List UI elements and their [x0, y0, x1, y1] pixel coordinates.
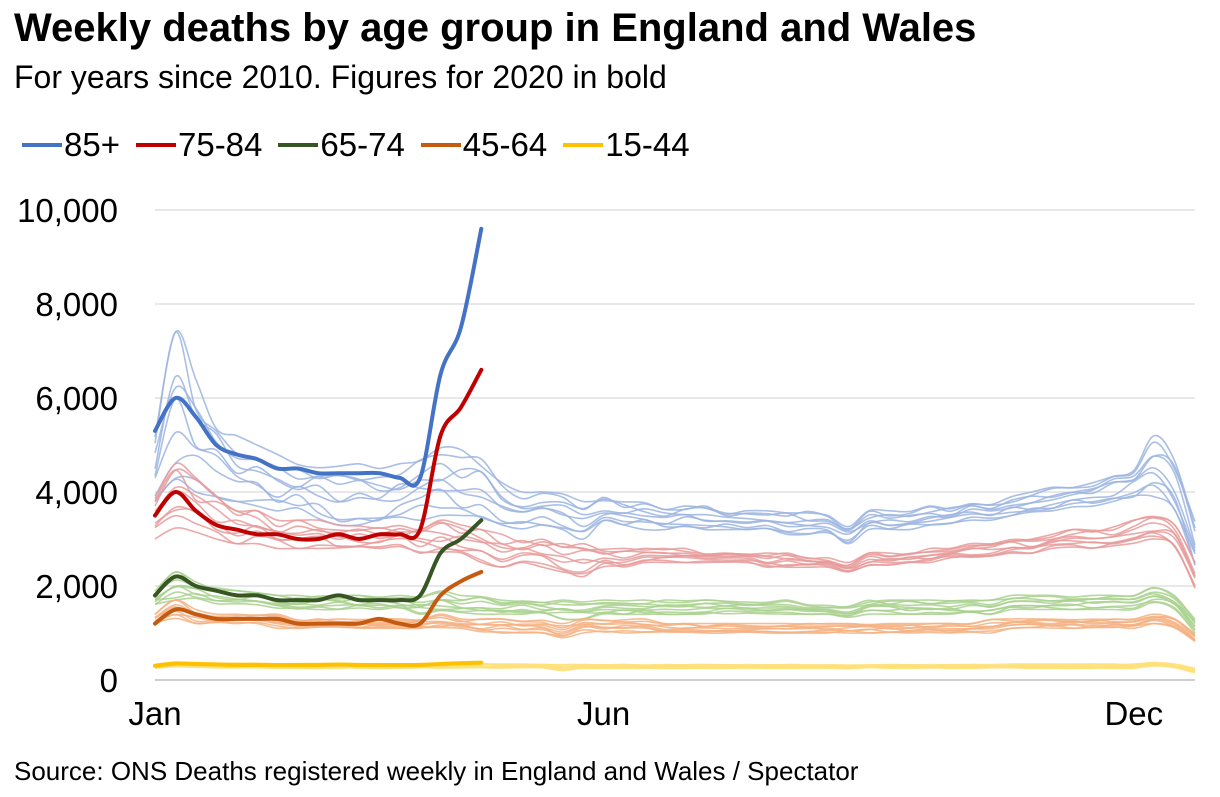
axes: Jan Jun Dec: [128, 679, 1195, 732]
legend-swatch: [278, 142, 319, 147]
y-tick-label: 8,000: [35, 286, 118, 323]
legend-label: 15-44: [605, 126, 690, 163]
historic-line-75-84: [154, 527, 1196, 589]
x-tick-label: Jun: [577, 695, 630, 732]
legend-item: 15-44: [563, 126, 690, 163]
y-tick-label: 6,000: [35, 380, 118, 417]
gridlines: 0 2,000 4,000 6,000 8,000 10,000: [17, 192, 1195, 699]
y-tick-label: 2,000: [35, 568, 118, 605]
series-2020-lines: [153, 226, 484, 668]
line-2020-15-44: [153, 660, 484, 668]
historic-line-65-74: [154, 592, 1196, 631]
historic-line-85+: [154, 454, 1196, 555]
historic-line-85+: [154, 398, 1196, 549]
line-2020-75-84: [153, 367, 484, 542]
historic-line-75-84: [154, 462, 1196, 564]
legend-swatch: [563, 142, 604, 147]
historic-line-85+: [154, 385, 1196, 532]
chart-subtitle: For years since 2010. Figures for 2020 i…: [14, 59, 667, 95]
legend-label: 65-74: [320, 126, 405, 163]
line-2020-65-74: [153, 518, 484, 603]
legend-item: 85+: [22, 128, 120, 161]
historic-line-65-74: [154, 585, 1196, 628]
historic-line-85+: [154, 329, 1196, 529]
legend-swatch: [420, 142, 461, 147]
legend-label: 45-64: [462, 126, 548, 163]
line-2020-45-64: [153, 569, 484, 628]
historic-series-lines: [154, 329, 1196, 674]
source-note: Source: ONS Deaths registered weekly in …: [14, 756, 859, 786]
line-2020-85+: [153, 226, 484, 488]
x-tick-label: Jan: [128, 695, 181, 732]
y-tick-label: 10,000: [17, 192, 118, 229]
legend-label: 75-84: [177, 126, 263, 163]
historic-line-45-64: [154, 599, 1196, 635]
y-tick-label: 4,000: [35, 474, 118, 511]
y-tick-label: 0: [100, 662, 118, 699]
legend-item: 45-64: [420, 126, 548, 163]
legend-label: 85+: [64, 126, 120, 163]
legend-swatch: [22, 142, 62, 147]
legend-item: 65-74: [278, 126, 405, 163]
chart-title: Weekly deaths by age group in England an…: [14, 6, 977, 50]
legend-swatch: [135, 142, 176, 147]
historic-line-85+: [154, 430, 1196, 552]
x-tick-label: Dec: [1104, 695, 1163, 732]
legend: 85+ 75-84 65-74 45-64 15-44: [22, 128, 706, 161]
legend-item: 75-84: [135, 126, 263, 163]
historic-line-75-84: [154, 514, 1196, 586]
